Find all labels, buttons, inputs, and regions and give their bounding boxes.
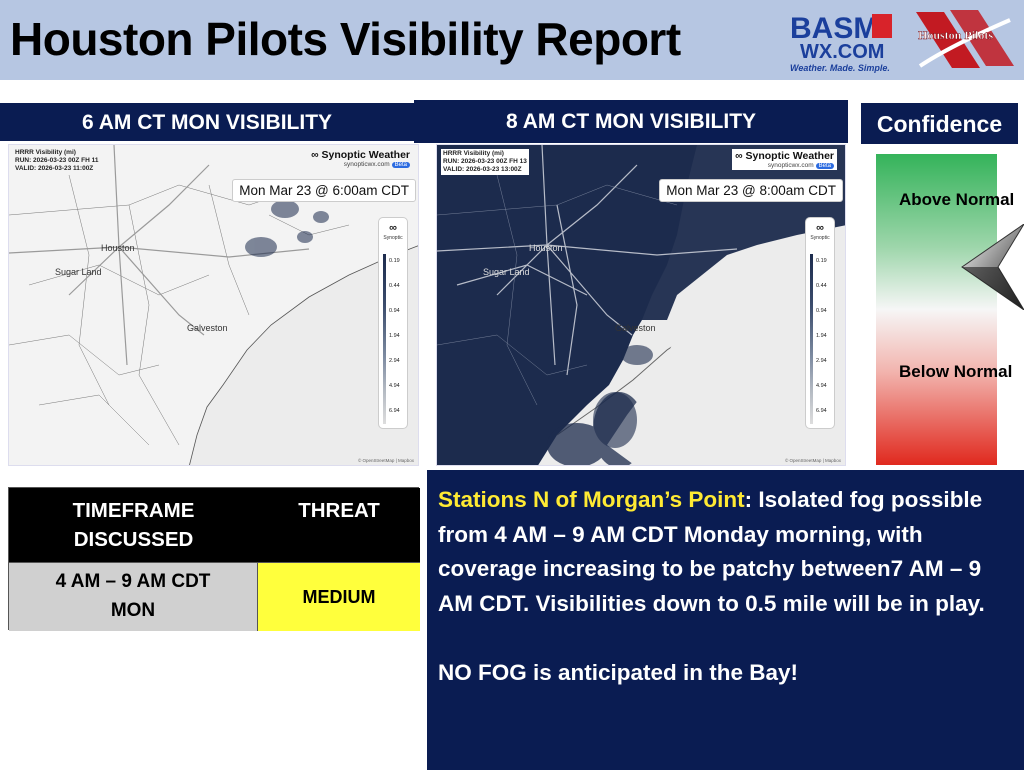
- place-label-sugar-land: Sugar Land: [483, 267, 530, 277]
- basm-logo-tagline: Weather. Made. Simple.: [790, 63, 890, 73]
- legend-color-ramp: [810, 254, 813, 424]
- confidence-title: Confidence: [861, 103, 1018, 144]
- threat-table: TIMEFRAME DISCUSSED THREAT 4 AM – 9 AM C…: [8, 487, 420, 631]
- legend-label: 6.94: [389, 408, 400, 414]
- map-metadata: HRRR Visibility (mi) RUN: 2026-03-23 00Z …: [15, 149, 99, 172]
- map-time-label: Mon Mar 23 @ 8:00am CDT: [659, 179, 843, 202]
- map-attribution: © OpenStreetMap | Mapbox: [784, 458, 841, 463]
- visibility-map-6am[interactable]: Houston Sugar Land Galveston HRRR Visibi…: [8, 144, 419, 466]
- place-label-galveston: Galveston: [187, 323, 228, 333]
- visibility-map-8am[interactable]: Houston Sugar Land Galveston HRRR Visibi…: [436, 144, 846, 466]
- legend-color-ramp: [383, 254, 386, 424]
- legend-label: 2.94: [816, 358, 827, 364]
- map-banner-8am: 8 AM CT MON VISIBILITY: [414, 100, 848, 143]
- legend-label: 0.44: [816, 283, 827, 289]
- map-banner-6am: 6 AM CT MON VISIBILITY: [0, 103, 414, 141]
- table-header-threat: THREAT: [258, 488, 420, 562]
- houston-pilots-logo-text: Houston Pilots: [918, 28, 993, 42]
- synoptic-logo-icon: ∞: [735, 150, 746, 162]
- table-cell-timeframe: 4 AM – 9 AM CDT MON: [9, 562, 258, 631]
- confidence-below-label: Below Normal: [899, 362, 1013, 381]
- synoptic-logo-icon: ∞: [311, 149, 322, 161]
- basm-logo-bottom: WX.COM: [800, 41, 884, 63]
- header-bar: Houston Pilots Visibility Report BASM WX…: [0, 0, 1024, 80]
- map-attribution: © OpenStreetMap | Mapbox: [357, 458, 414, 463]
- legend-label: 0.94: [816, 308, 827, 314]
- place-label-galveston: Galveston: [615, 323, 656, 333]
- legend-label: 2.94: [389, 358, 400, 364]
- legend-label: 0.19: [816, 258, 827, 264]
- legend-label: 1.94: [816, 333, 827, 339]
- table-header-timeframe: TIMEFRAME DISCUSSED: [9, 488, 258, 562]
- legend-label: 4.94: [389, 383, 400, 389]
- confidence-pointer-icon: [961, 224, 1024, 310]
- place-label-houston: Houston: [101, 243, 135, 253]
- table-cell-threat-level: MEDIUM: [258, 562, 420, 631]
- legend-label: 0.44: [389, 283, 400, 289]
- confidence-above-label: Above Normal: [899, 190, 1015, 209]
- discussion-paragraph: Stations N of Morgan’s Point: Isolated f…: [438, 483, 1014, 621]
- discussion-note: NO FOG is anticipated in the Bay!: [438, 659, 799, 685]
- visibility-legend: ∞ Synoptic 0.19 0.44 0.94 1.94 2.94 4.94…: [805, 217, 835, 429]
- synoptic-brand: ∞ Synoptic Weather synopticwx.com Beta: [311, 149, 410, 168]
- place-label-houston: Houston: [529, 243, 563, 253]
- legend-label: 6.94: [816, 408, 827, 414]
- synoptic-logo-icon: ∞: [816, 222, 824, 234]
- place-label-sugar-land: Sugar Land: [55, 267, 102, 277]
- legend-label: 1.94: [389, 333, 400, 339]
- houston-pilots-logo: Houston Pilots: [916, 10, 1014, 68]
- forecast-discussion: Stations N of Morgan’s Point: Isolated f…: [427, 470, 1024, 770]
- beta-badge: Beta: [391, 162, 410, 168]
- basm-logo-top: BASM: [790, 12, 878, 45]
- map-time-label: Mon Mar 23 @ 6:00am CDT: [232, 179, 416, 202]
- map-metadata: HRRR Visibility (mi) RUN: 2026-03-23 00Z …: [441, 149, 529, 175]
- discussion-body: : Isolated fog possible from 4 AM – 9 AM…: [438, 487, 985, 616]
- legend-label: 4.94: [816, 383, 827, 389]
- legend-label: 0.19: [389, 258, 400, 264]
- synoptic-logo-icon: ∞: [389, 222, 397, 234]
- discussion-highlight: Stations N of Morgan’s Point: [438, 487, 745, 512]
- legend-label: 0.94: [389, 308, 400, 314]
- synoptic-brand: ∞ Synoptic Weather synopticwx.com Beta: [732, 149, 837, 170]
- confidence-scale: [876, 154, 997, 465]
- page-title: Houston Pilots Visibility Report: [10, 13, 681, 65]
- visibility-legend: ∞ Synoptic 0.19 0.44 0.94 1.94 2.94 4.94…: [378, 217, 408, 429]
- beta-badge: Beta: [815, 163, 834, 169]
- basm-wx-logo: BASM WX.COM Weather. Made. Simple.: [790, 12, 892, 73]
